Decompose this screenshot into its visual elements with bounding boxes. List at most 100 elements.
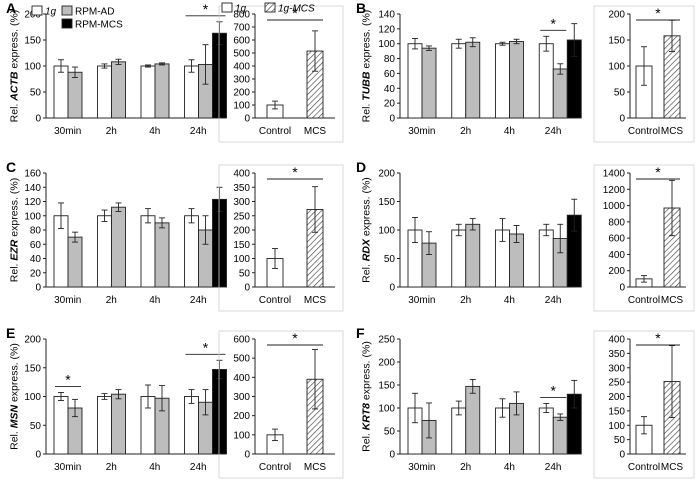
y-tick-label: 350 [233,183,250,194]
y-tick-label: 100 [24,392,41,403]
y-tick-label: 200 [24,335,41,346]
x-tick-label: 2h [106,295,117,306]
panel-label: C [6,159,16,175]
bar-rpm-ad-30min [67,71,83,119]
y-tick-label: 1200 [603,185,626,196]
legend-label: 1g-MCS [278,4,315,15]
significance-star: * [655,5,661,21]
y-tick-label: 200 [233,88,250,99]
bar-rpm-ad-2h [111,61,126,119]
bar-rpm-ad-2h [111,206,126,288]
x-tick-label: 4h [149,295,160,306]
y-tick-label: 300 [233,197,250,208]
x-tick-label: 30min [408,126,435,137]
y-tick-label: 300 [233,75,250,86]
legend-swatch-rpm-ad [61,5,73,16]
y-tick-label: 50 [614,88,626,99]
x-tick-label: 24h [545,295,562,306]
x-tick-label: 30min [54,126,81,137]
x-tick-label: Control [259,126,291,137]
bar-1g-24h [538,407,554,455]
bar-rpm-ad-24h [552,416,568,455]
y-tick-label: 600 [608,234,625,245]
y-axis-title-prefix: Rel. [9,261,21,283]
x-tick-label: MCS [661,462,684,473]
x-tick-label: MCS [661,126,684,137]
x-tick-label: 30min [408,462,435,473]
y-axis-title-gene: MSN [9,405,21,429]
bar-1g-24h [184,396,199,455]
x-tick-label: 24h [545,126,562,137]
y-tick-label: 100 [24,62,41,73]
y-tick-label: 1000 [603,201,626,212]
bar-rpm-ad-30min [421,47,437,119]
x-tick-label: 4h [504,462,515,473]
y-tick-label: 120 [24,197,41,208]
significance-star: * [551,382,557,398]
y-tick-label: 120 [378,24,395,35]
y-tick-label: 250 [378,335,395,346]
x-tick-label: 2h [460,295,471,306]
significance-star: * [292,164,298,180]
bar-1g-24h [184,215,199,288]
y-tick-label: 100 [378,404,395,415]
x-tick-label: 2h [460,462,471,473]
y-tick-label: 400 [233,62,250,73]
bar-1g-30min [53,396,69,455]
bar-rpm-ad-4h [154,63,170,119]
y-tick-label: 300 [608,363,625,374]
bar-rpm-mcs-24h [212,198,227,288]
x-tick-label: MCS [304,126,327,137]
y-tick-label: 0 [619,450,625,461]
bar-1g-4h [140,215,156,288]
significance-star: * [292,330,298,346]
y-tick-label: 150 [608,406,625,417]
x-tick-label: 30min [54,462,81,473]
panel-E: E Rel. MSN express. (%) 0 50 100 150 200 30min 2… [6,325,344,479]
legend-main: 1g RPM-AD RPM-MCS [31,5,123,31]
y-tick-label: 100 [233,101,250,112]
y-tick-label: 150 [378,197,395,208]
y-tick-label: 0 [35,283,41,294]
x-tick-label: 4h [149,126,160,137]
panel-D: D Rel. RDX express. (%) 0 50 100 150 200 30min 2… [356,159,695,312]
y-tick-label: 150 [24,363,41,374]
panel-label: E [6,325,15,341]
bar-1g-24h [184,65,199,119]
x-tick-label: MCS [304,295,327,306]
bar-1g-2h [97,396,112,455]
y-axis-title-suffix: express. (%) [9,10,21,72]
significance-star: * [203,339,209,355]
y-tick-label: 350 [608,349,625,360]
x-tick-label: 2h [106,126,117,137]
y-tick-label: 50 [384,427,396,438]
y-tick-label: 800 [608,217,625,228]
y-tick-label: 0 [389,283,395,294]
mcs-chart: 0 50 100 150 200 Control MCS * [593,5,695,143]
y-axis-title-suffix: express. (%) [361,177,373,239]
y-tick-label: 100 [378,39,395,50]
y-tick-label: 200 [608,266,625,277]
y-tick-label: 50 [30,421,42,432]
y-axis-title-gene: TUBB [361,71,373,101]
bar-1g-2h [451,229,467,288]
bar-1g-4h [140,65,156,119]
x-tick-label: 30min [54,295,81,306]
panel-label: B [356,0,366,16]
mcs-chart-frame [593,5,695,143]
main-chart: 0 50 100 150 200 250 30min 2h 4h 24h * [378,335,582,473]
mcs-chart: 0 50 100 150 200 250 300 350 400 Control MCS * [218,164,344,312]
y-tick-label: 50 [614,435,626,446]
significance-star: * [292,5,298,21]
y-tick-label: 250 [608,378,625,389]
y-tick-label: 150 [24,36,41,47]
y-tick-label: 0 [619,114,625,125]
panel-label: F [356,325,365,341]
bar-1g-24h [538,43,554,119]
y-tick-label: 0 [389,114,395,125]
bar-rpm-ad-2h [465,41,481,119]
bar-rpm-mcs-24h [212,32,227,119]
